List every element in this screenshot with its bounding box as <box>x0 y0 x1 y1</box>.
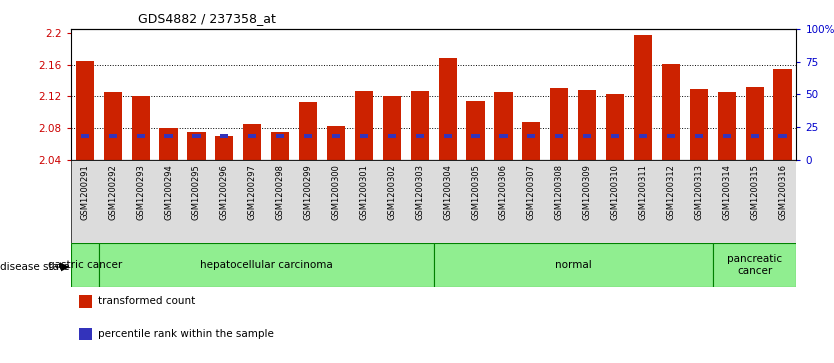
Bar <box>471 134 480 138</box>
Bar <box>550 89 568 160</box>
Bar <box>332 134 340 138</box>
Bar <box>639 134 647 138</box>
Bar <box>527 134 535 138</box>
Text: hepatocellular carcinoma: hepatocellular carcinoma <box>200 260 333 270</box>
Text: percentile rank within the sample: percentile rank within the sample <box>98 329 274 339</box>
Text: GSM1200305: GSM1200305 <box>471 164 480 220</box>
Bar <box>164 134 173 138</box>
Text: GSM1200293: GSM1200293 <box>136 164 145 220</box>
Text: GSM1200299: GSM1200299 <box>304 164 313 220</box>
Bar <box>188 132 205 160</box>
Bar <box>415 134 424 138</box>
Text: transformed count: transformed count <box>98 296 196 306</box>
Text: GSM1200292: GSM1200292 <box>108 164 118 220</box>
Bar <box>466 101 485 160</box>
Text: ▶: ▶ <box>61 262 69 272</box>
Bar <box>410 91 429 160</box>
Bar <box>444 134 452 138</box>
Bar <box>662 64 680 160</box>
Bar <box>299 102 317 160</box>
Bar <box>354 91 373 160</box>
Bar <box>359 134 368 138</box>
Bar <box>495 93 513 160</box>
Text: GSM1200313: GSM1200313 <box>694 164 703 220</box>
Bar <box>778 134 786 138</box>
Bar <box>103 93 122 160</box>
Text: GSM1200302: GSM1200302 <box>387 164 396 220</box>
Bar <box>434 243 713 287</box>
Text: GSM1200294: GSM1200294 <box>164 164 173 220</box>
Bar <box>667 134 675 138</box>
Bar <box>276 134 284 138</box>
Text: GSM1200301: GSM1200301 <box>359 164 369 220</box>
Bar <box>717 93 736 160</box>
Bar <box>193 134 200 138</box>
Bar <box>773 69 791 160</box>
Bar <box>555 134 563 138</box>
Text: disease state: disease state <box>0 262 69 272</box>
Text: GSM1200309: GSM1200309 <box>583 164 591 220</box>
Bar <box>522 122 540 160</box>
Text: normal: normal <box>555 260 591 270</box>
Bar <box>746 87 764 160</box>
Bar <box>388 134 396 138</box>
Text: GSM1200307: GSM1200307 <box>527 164 536 220</box>
Bar <box>81 134 89 138</box>
Bar <box>634 35 652 160</box>
Bar <box>76 61 94 160</box>
Bar <box>611 134 619 138</box>
Bar <box>606 94 624 160</box>
Bar <box>439 58 457 160</box>
Bar <box>132 96 150 160</box>
Bar <box>327 126 345 160</box>
Bar <box>383 96 401 160</box>
Bar <box>583 134 591 138</box>
Bar <box>690 89 708 160</box>
Text: GSM1200291: GSM1200291 <box>80 164 89 220</box>
Bar <box>215 136 234 160</box>
Text: GSM1200296: GSM1200296 <box>220 164 229 220</box>
Text: GSM1200300: GSM1200300 <box>331 164 340 220</box>
Bar <box>249 134 256 138</box>
Bar <box>304 134 312 138</box>
Text: GSM1200297: GSM1200297 <box>248 164 257 220</box>
Text: GSM1200310: GSM1200310 <box>610 164 620 220</box>
Bar <box>137 134 145 138</box>
Bar <box>108 134 117 138</box>
Bar <box>578 90 596 160</box>
Text: GSM1200312: GSM1200312 <box>666 164 676 220</box>
Text: GDS4882 / 237358_at: GDS4882 / 237358_at <box>138 12 275 25</box>
Text: GSM1200311: GSM1200311 <box>639 164 647 220</box>
Bar <box>98 243 434 287</box>
Text: GSM1200295: GSM1200295 <box>192 164 201 220</box>
Bar <box>713 243 796 287</box>
Text: GSM1200314: GSM1200314 <box>722 164 731 220</box>
Text: GSM1200308: GSM1200308 <box>555 164 564 220</box>
Text: GSM1200306: GSM1200306 <box>499 164 508 220</box>
Bar <box>271 132 289 160</box>
Text: GSM1200298: GSM1200298 <box>276 164 284 220</box>
Bar <box>722 134 731 138</box>
Text: pancreatic
cancer: pancreatic cancer <box>727 254 782 276</box>
Text: gastric cancer: gastric cancer <box>48 260 122 270</box>
Text: GSM1200316: GSM1200316 <box>778 164 787 220</box>
Bar <box>220 134 229 138</box>
Text: GSM1200304: GSM1200304 <box>443 164 452 220</box>
Bar <box>695 134 703 138</box>
Text: GSM1200303: GSM1200303 <box>415 164 425 220</box>
Bar <box>751 134 759 138</box>
Bar <box>159 128 178 160</box>
Bar <box>244 124 261 160</box>
Bar <box>71 243 98 287</box>
Bar <box>500 134 508 138</box>
Text: GSM1200315: GSM1200315 <box>750 164 759 220</box>
